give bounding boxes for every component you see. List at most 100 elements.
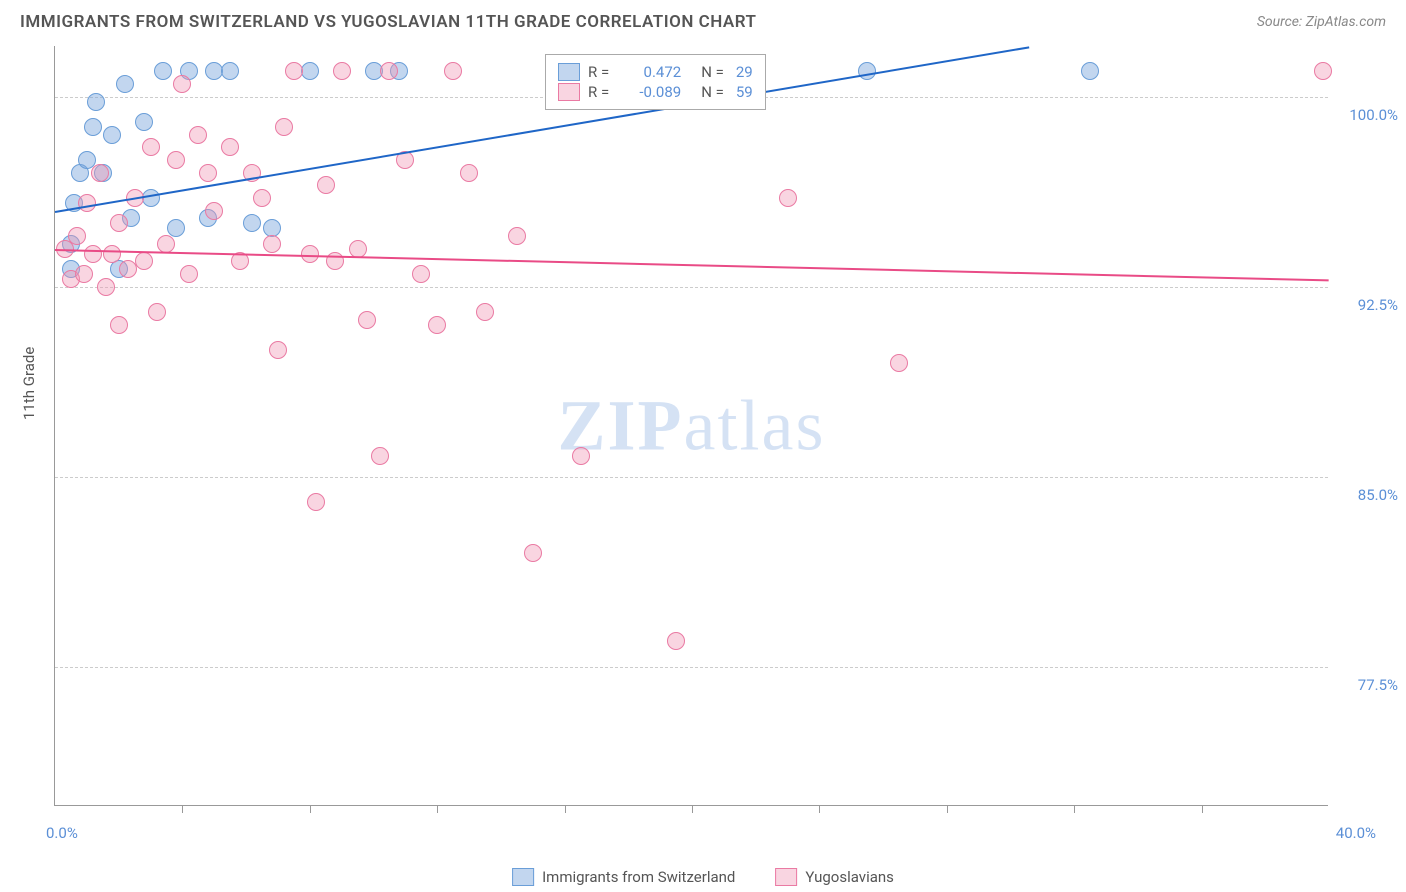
data-point-yugoslavians bbox=[110, 214, 128, 232]
data-point-yugoslavians bbox=[371, 447, 389, 465]
data-point-yugoslavians bbox=[460, 164, 478, 182]
data-point-yugoslavians bbox=[75, 265, 93, 283]
data-point-switzerland bbox=[154, 62, 172, 80]
data-point-yugoslavians bbox=[524, 544, 542, 562]
data-point-yugoslavians bbox=[476, 303, 494, 321]
x-tick bbox=[310, 805, 311, 813]
data-point-yugoslavians bbox=[135, 252, 153, 270]
bottom-legend-label: Immigrants from Switzerland bbox=[542, 868, 735, 886]
data-point-yugoslavians bbox=[572, 447, 590, 465]
legend-swatch bbox=[558, 83, 580, 101]
data-point-yugoslavians bbox=[349, 240, 367, 258]
data-point-yugoslavians bbox=[263, 235, 281, 253]
data-point-switzerland bbox=[221, 62, 239, 80]
data-point-yugoslavians bbox=[221, 138, 239, 156]
x-tick bbox=[947, 805, 948, 813]
legend-n-label: N = bbox=[701, 63, 724, 81]
data-point-yugoslavians bbox=[508, 227, 526, 245]
data-point-yugoslavians bbox=[285, 62, 303, 80]
data-point-yugoslavians bbox=[157, 235, 175, 253]
y-tick-label: 77.5% bbox=[1358, 676, 1398, 694]
legend-r-label: R = bbox=[588, 83, 609, 101]
x-tick bbox=[1202, 805, 1203, 813]
data-point-yugoslavians bbox=[148, 303, 166, 321]
chart-header: IMMIGRANTS FROM SWITZERLAND VS YUGOSLAVI… bbox=[0, 0, 1406, 40]
data-point-yugoslavians bbox=[269, 341, 287, 359]
legend-n-value: 29 bbox=[736, 63, 753, 81]
data-point-yugoslavians bbox=[110, 316, 128, 334]
data-point-yugoslavians bbox=[91, 164, 109, 182]
legend-r-value: -0.089 bbox=[621, 83, 681, 101]
chart-source: Source: ZipAtlas.com bbox=[1257, 14, 1386, 30]
legend-r-label: R = bbox=[588, 63, 609, 81]
data-point-yugoslavians bbox=[317, 176, 335, 194]
correlation-legend: R = 0.472 N = 29 R = -0.089 N = 59 bbox=[545, 54, 766, 110]
legend-n-label: N = bbox=[701, 83, 724, 101]
y-tick-label: 92.5% bbox=[1358, 296, 1398, 314]
data-point-yugoslavians bbox=[167, 151, 185, 169]
bottom-legend: Immigrants from Switzerland Yugoslavians bbox=[512, 868, 894, 886]
data-point-switzerland bbox=[142, 189, 160, 207]
data-point-switzerland bbox=[301, 62, 319, 80]
x-tick bbox=[1074, 805, 1075, 813]
data-point-yugoslavians bbox=[142, 138, 160, 156]
data-point-switzerland bbox=[1081, 62, 1099, 80]
data-point-switzerland bbox=[858, 62, 876, 80]
data-point-switzerland bbox=[135, 113, 153, 131]
data-point-yugoslavians bbox=[205, 202, 223, 220]
data-point-yugoslavians bbox=[173, 75, 191, 93]
legend-n-value: 59 bbox=[736, 83, 753, 101]
data-point-yugoslavians bbox=[199, 164, 217, 182]
bottom-legend-label: Yugoslavians bbox=[805, 868, 894, 886]
data-point-yugoslavians bbox=[667, 632, 685, 650]
data-point-yugoslavians bbox=[180, 265, 198, 283]
data-point-yugoslavians bbox=[78, 194, 96, 212]
x-tick bbox=[692, 805, 693, 813]
x-tick bbox=[437, 805, 438, 813]
data-point-switzerland bbox=[116, 75, 134, 93]
x-max-label: 40.0% bbox=[1336, 824, 1376, 842]
x-min-label: 0.0% bbox=[46, 824, 78, 842]
y-axis-label: 11th Grade bbox=[20, 347, 38, 420]
bottom-legend-item: Immigrants from Switzerland bbox=[512, 868, 735, 886]
watermark: ZIPatlas bbox=[558, 384, 826, 467]
scatter-chart: ZIPatlas 100.0%92.5%85.0%77.5%R =0.472N … bbox=[54, 46, 1328, 806]
x-tick bbox=[819, 805, 820, 813]
data-point-yugoslavians bbox=[412, 265, 430, 283]
data-point-switzerland bbox=[87, 93, 105, 111]
legend-row-yugoslavians: R = -0.089 N = 59 bbox=[558, 83, 753, 101]
data-point-yugoslavians bbox=[253, 189, 271, 207]
gridline bbox=[55, 287, 1328, 288]
gridline bbox=[55, 477, 1328, 478]
data-point-yugoslavians bbox=[380, 62, 398, 80]
data-point-yugoslavians bbox=[97, 278, 115, 296]
data-point-yugoslavians bbox=[333, 62, 351, 80]
data-point-yugoslavians bbox=[358, 311, 376, 329]
data-point-yugoslavians bbox=[301, 245, 319, 263]
data-point-yugoslavians bbox=[1314, 62, 1332, 80]
data-point-switzerland bbox=[103, 126, 121, 144]
data-point-switzerland bbox=[84, 118, 102, 136]
data-point-yugoslavians bbox=[890, 354, 908, 372]
data-point-yugoslavians bbox=[428, 316, 446, 334]
gridline bbox=[55, 667, 1328, 668]
y-tick-label: 85.0% bbox=[1358, 486, 1398, 504]
x-tick bbox=[565, 805, 566, 813]
legend-swatch bbox=[512, 868, 534, 886]
x-tick bbox=[182, 805, 183, 813]
data-point-yugoslavians bbox=[275, 118, 293, 136]
data-point-yugoslavians bbox=[103, 245, 121, 263]
chart-title: IMMIGRANTS FROM SWITZERLAND VS YUGOSLAVI… bbox=[20, 12, 756, 32]
data-point-yugoslavians bbox=[84, 245, 102, 263]
legend-swatch bbox=[775, 868, 797, 886]
data-point-switzerland bbox=[243, 214, 261, 232]
data-point-yugoslavians bbox=[68, 227, 86, 245]
data-point-yugoslavians bbox=[779, 189, 797, 207]
legend-row-switzerland: R = 0.472 N = 29 bbox=[558, 63, 753, 81]
data-point-yugoslavians bbox=[444, 62, 462, 80]
data-point-yugoslavians bbox=[307, 493, 325, 511]
y-tick-label: 100.0% bbox=[1349, 106, 1398, 124]
bottom-legend-item: Yugoslavians bbox=[775, 868, 894, 886]
legend-r-value: 0.472 bbox=[621, 63, 681, 81]
data-point-yugoslavians bbox=[189, 126, 207, 144]
